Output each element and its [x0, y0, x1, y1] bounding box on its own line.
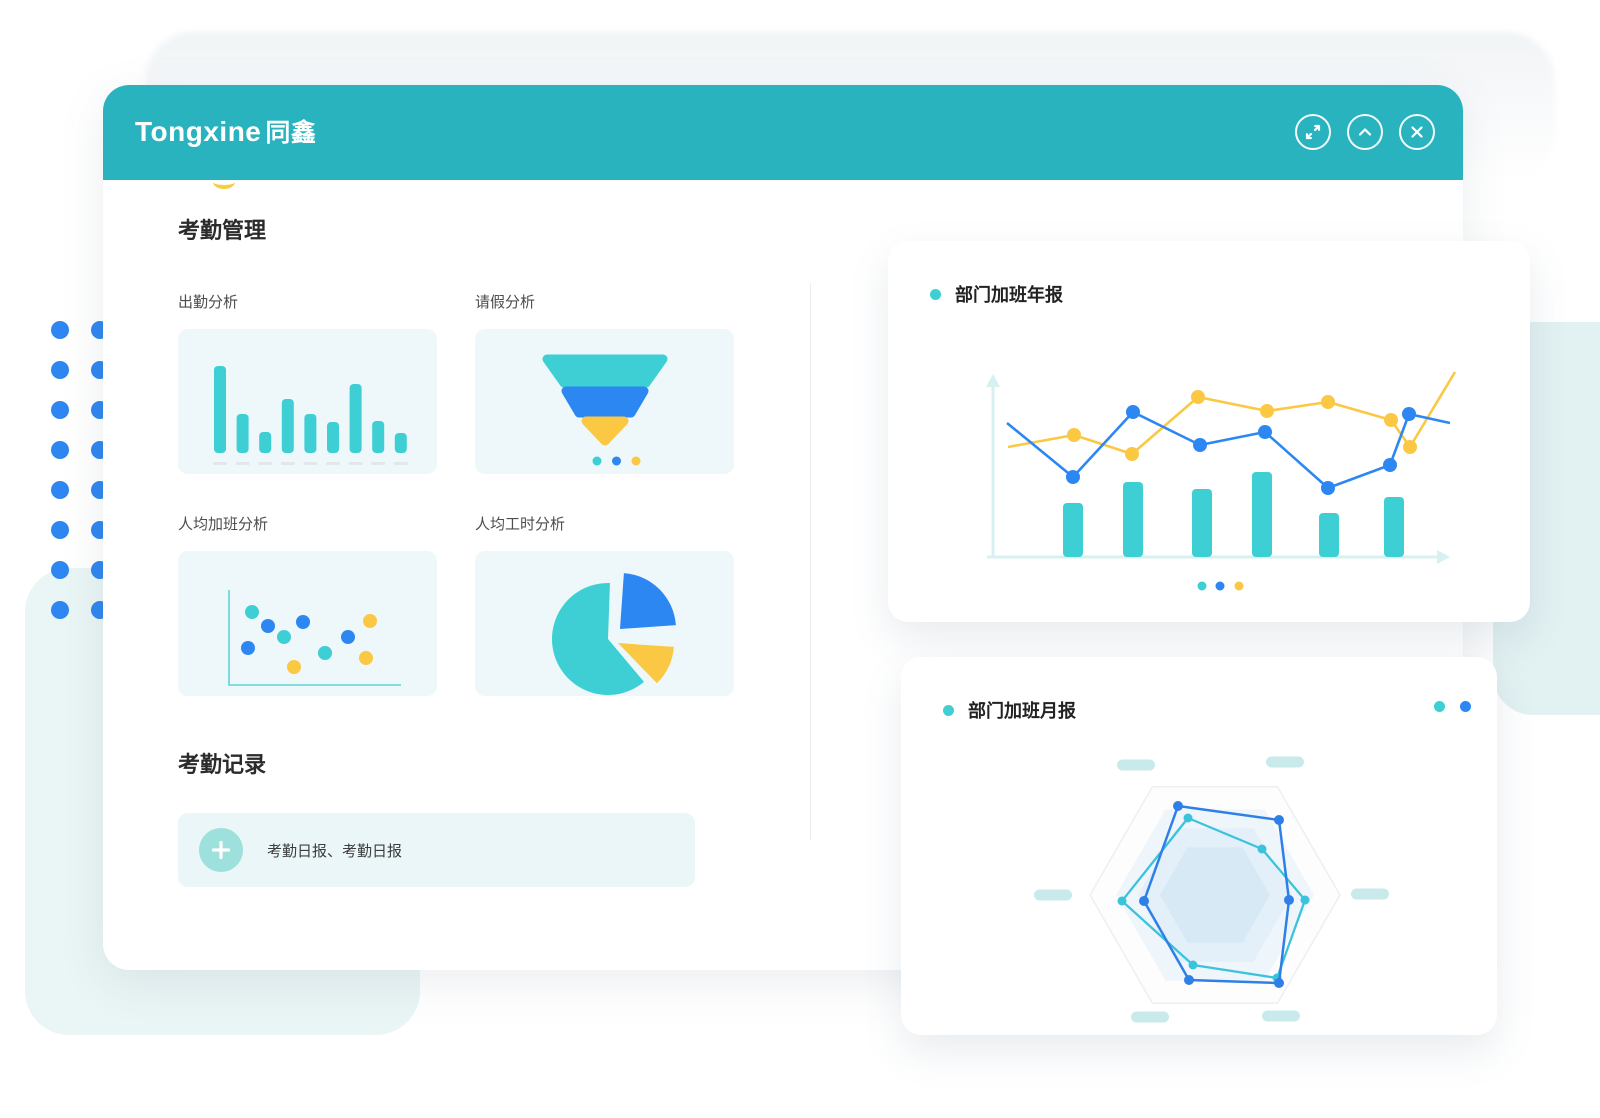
record-entry-label: 考勤日报、考勤日报 [267, 842, 403, 860]
page-title: 考勤管理 [178, 218, 267, 243]
add-record-button[interactable] [199, 828, 243, 872]
annual-report-title: 部门加班年报 [955, 285, 1063, 305]
overtime-analysis-card[interactable] [178, 551, 437, 696]
attendance-analysis-card[interactable] [178, 329, 437, 474]
annual-combo-chart [986, 371, 1457, 591]
decor-dot [51, 321, 69, 339]
monthly-radar-chart [1034, 756, 1389, 1023]
vertical-divider [810, 283, 811, 840]
bullet-icon [930, 288, 941, 300]
expand-icon [1305, 124, 1321, 140]
expand-button[interactable] [1295, 114, 1331, 150]
decor-dot [51, 601, 69, 619]
decor-dot [51, 361, 69, 379]
records-section-title: 考勤记录 [178, 752, 267, 777]
close-button[interactable] [1399, 114, 1435, 150]
monthly-report-title: 部门加班月报 [968, 701, 1076, 721]
hours-analysis-label: 人均工时分析 [475, 516, 566, 533]
close-icon [1411, 126, 1423, 138]
decor-dot [51, 561, 69, 579]
collapse-button[interactable] [1347, 114, 1383, 150]
pager-dot-blue[interactable] [1460, 701, 1471, 712]
monthly-report-card[interactable]: 部门加班月报 [901, 657, 1497, 1035]
decor-dot [51, 441, 69, 459]
hours-analysis-card[interactable] [475, 551, 734, 696]
overtime-analysis-label: 人均加班分析 [178, 516, 269, 533]
logo-cn: 同鑫 [265, 119, 317, 147]
record-entry[interactable]: 考勤日报、考勤日报 [178, 813, 695, 887]
attendance-analysis-label: 出勤分析 [178, 294, 239, 311]
annual-card-header: 部门加班年报 [930, 281, 1063, 307]
monthly-card-header: 部门加班月报 [943, 697, 1076, 723]
attendance-bar-chart [213, 366, 408, 465]
leave-analysis-card[interactable] [475, 329, 734, 474]
pager-dot-teal[interactable] [1434, 701, 1445, 712]
bullet-icon [943, 704, 954, 716]
logo-smile-icon [213, 175, 235, 189]
overtime-scatter-chart [228, 590, 401, 686]
chevron-up-icon [1358, 128, 1372, 136]
leave-funnel-chart [542, 354, 668, 466]
annual-report-card[interactable]: 部门加班年报 [888, 241, 1530, 622]
decor-dot [51, 481, 69, 499]
logo-latin: Tongxine [135, 116, 262, 147]
leave-analysis-label: 请假分析 [475, 294, 536, 311]
hours-pie-chart [552, 573, 676, 695]
app-header: Tongxine 同鑫 [103, 85, 1463, 189]
decor-dot [51, 401, 69, 419]
plus-icon [211, 840, 231, 860]
app-logo: Tongxine 同鑫 [135, 113, 317, 189]
decor-dot [51, 521, 69, 539]
monthly-card-dots [1434, 701, 1471, 712]
window-controls [1295, 114, 1435, 150]
